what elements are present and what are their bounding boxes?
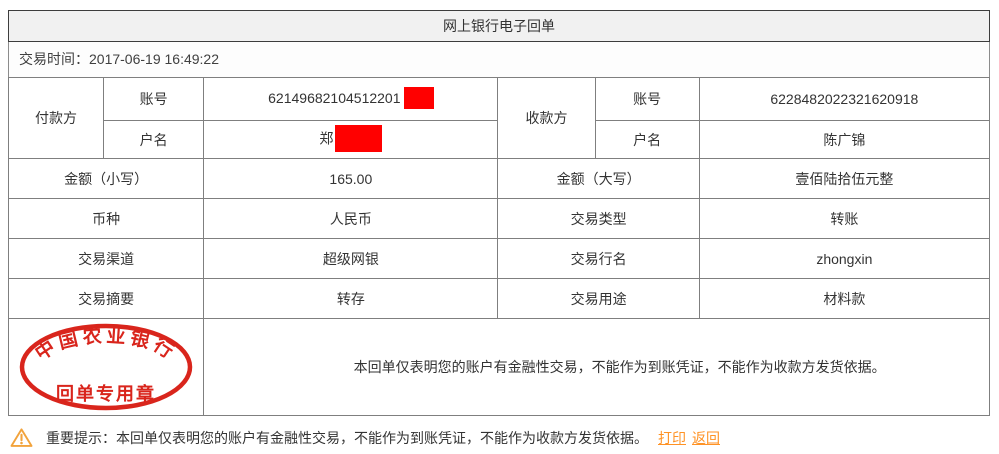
footer-notice-bar: 重要提示：本回单仅表明您的账户有金融性交易，不能作为到账凭证，不能作为收款方发货… — [10, 427, 720, 448]
transaction-type-value: 转账 — [698, 198, 991, 239]
payer-account-label: 账号 — [103, 77, 205, 121]
summary-value: 转存 — [203, 278, 499, 319]
amount-upper-value: 壹佰陆拾伍元整 — [698, 158, 991, 199]
payee-account-label: 账号 — [594, 77, 700, 121]
disclaimer-text: 本回单仅表明您的账户有金融性交易，不能作为到账凭证，不能作为收款方发货依据。 — [203, 318, 990, 416]
redaction-box — [403, 86, 434, 109]
summary-label: 交易摘要 — [7, 278, 205, 319]
stamp-bottom-text: 回单专用章 — [56, 383, 156, 404]
amount-upper-label: 金额（大写） — [497, 158, 700, 199]
amount-lower-value: 165.00 — [203, 158, 499, 199]
payer-name-text: 郑 — [319, 130, 334, 147]
payer-account-number: 62149682104512201 — [268, 89, 401, 106]
back-link[interactable]: 返回 — [692, 429, 720, 446]
warning-triangle-icon — [10, 428, 33, 447]
stamp-cell: 中国农业银行 回单专用章 — [7, 318, 205, 416]
amount-lower-label: 金额（小写） — [7, 158, 205, 199]
transaction-time-value: 2017-06-19 16:49:22 — [89, 51, 219, 67]
channel-label: 交易渠道 — [7, 238, 205, 279]
purpose-label: 交易用途 — [497, 278, 700, 319]
currency-value: 人民币 — [203, 198, 499, 239]
transaction-type-label: 交易类型 — [497, 198, 700, 239]
transaction-time-label: 交易时间： — [19, 51, 89, 67]
receipt-document: 网上银行电子回单 交易时间：2017-06-19 16:49:22 付款方 账号… — [7, 10, 991, 416]
payee-account-value: 6228482022321620918 — [698, 77, 991, 121]
payer-name-label: 户名 — [103, 120, 205, 159]
channel-value: 超级网银 — [203, 238, 499, 279]
print-link[interactable]: 打印 — [658, 429, 686, 446]
important-notice-text: 重要提示：本回单仅表明您的账户有金融性交易，不能作为到账凭证，不能作为收款方发货… — [46, 429, 648, 446]
bank-name-value: zhongxin — [698, 238, 991, 279]
purpose-value: 材料款 — [698, 278, 991, 319]
page-title: 网上银行电子回单 — [8, 10, 990, 42]
payer-group-cell: 付款方 — [7, 77, 105, 159]
bank-name-label: 交易行名 — [497, 238, 700, 279]
payer-account-value: 62149682104512201 — [203, 77, 499, 121]
transaction-time-row: 交易时间：2017-06-19 16:49:22 — [8, 42, 990, 77]
currency-label: 币种 — [7, 198, 205, 239]
payee-name-label: 户名 — [594, 120, 700, 159]
payee-group-cell: 收款方 — [497, 77, 596, 159]
payee-name-value: 陈广锦 — [698, 120, 991, 159]
payer-name-value: 郑 — [203, 120, 499, 159]
bank-stamp-icon: 中国农业银行 回单专用章 — [19, 323, 193, 411]
svg-text:中国农业银行: 中国农业银行 — [31, 324, 182, 365]
receipt-table: 付款方 账号 62149682104512201 收款方 账号 62284820… — [7, 77, 991, 416]
redaction-box — [335, 124, 383, 152]
stamp-top-text: 中国农业银行 — [31, 324, 178, 365]
